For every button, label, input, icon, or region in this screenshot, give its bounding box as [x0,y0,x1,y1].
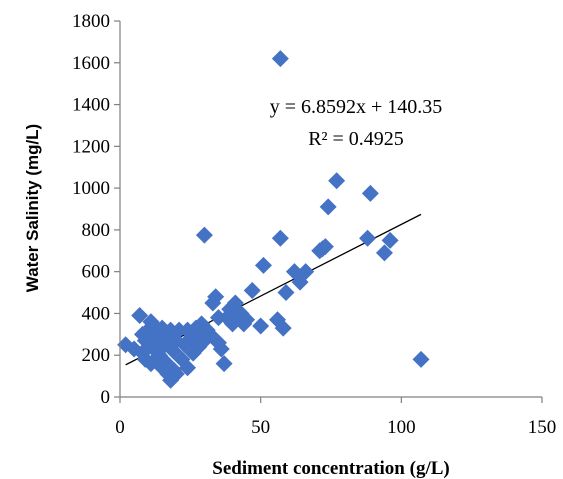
data-point [277,284,295,302]
data-point [274,319,292,337]
data-point [381,231,399,249]
y-tick-label: 0 [101,387,111,408]
y-tick-label: 600 [82,262,111,283]
y-tick-label: 1400 [72,95,110,116]
r-squared-label: R² = 0.4925 [308,128,404,150]
x-tick-label: 50 [251,417,270,438]
data-point [195,226,213,244]
data-point [319,198,337,216]
data-point [412,350,430,368]
data-point [316,238,334,256]
data-point [179,359,197,377]
data-point [243,281,261,299]
data-point [238,311,256,329]
y-tick-label: 400 [82,303,111,324]
y-tick-label: 1200 [72,136,110,157]
data-point [212,340,230,358]
data-point [167,365,185,383]
data-point [297,263,315,281]
data-point [215,355,233,373]
x-tick-label: 0 [115,417,125,438]
x-tick-label: 150 [528,417,557,438]
x-axis-label: Sediment concentration (g/L) [212,458,449,479]
y-tick-label: 1600 [72,53,110,74]
data-point [271,50,289,68]
data-point [254,256,272,274]
trendline-equation: y = 6.8592x + 140.35 [270,96,443,118]
x-tick-label: 100 [387,417,416,438]
y-tick-label: 1800 [72,11,110,32]
data-points [117,50,430,389]
data-point [131,307,149,325]
data-point [375,244,393,262]
data-point [361,184,379,202]
y-tick-label: 1000 [72,178,110,199]
data-point [207,288,225,306]
labels: y = 6.8592x + 140.35 R² = 0.4925 Sedimen… [23,96,450,479]
data-point [252,317,270,335]
y-tick-label: 200 [82,345,111,366]
data-point [359,229,377,247]
data-point [271,229,289,247]
axes: 0 200 400 600 800 1000 1200 1400 1600 1800 0 50 100 1… [72,11,556,438]
data-point [328,172,346,190]
y-axis-label: Water Salinity (mg/L) [23,124,42,292]
y-tick-label: 800 [82,220,111,241]
